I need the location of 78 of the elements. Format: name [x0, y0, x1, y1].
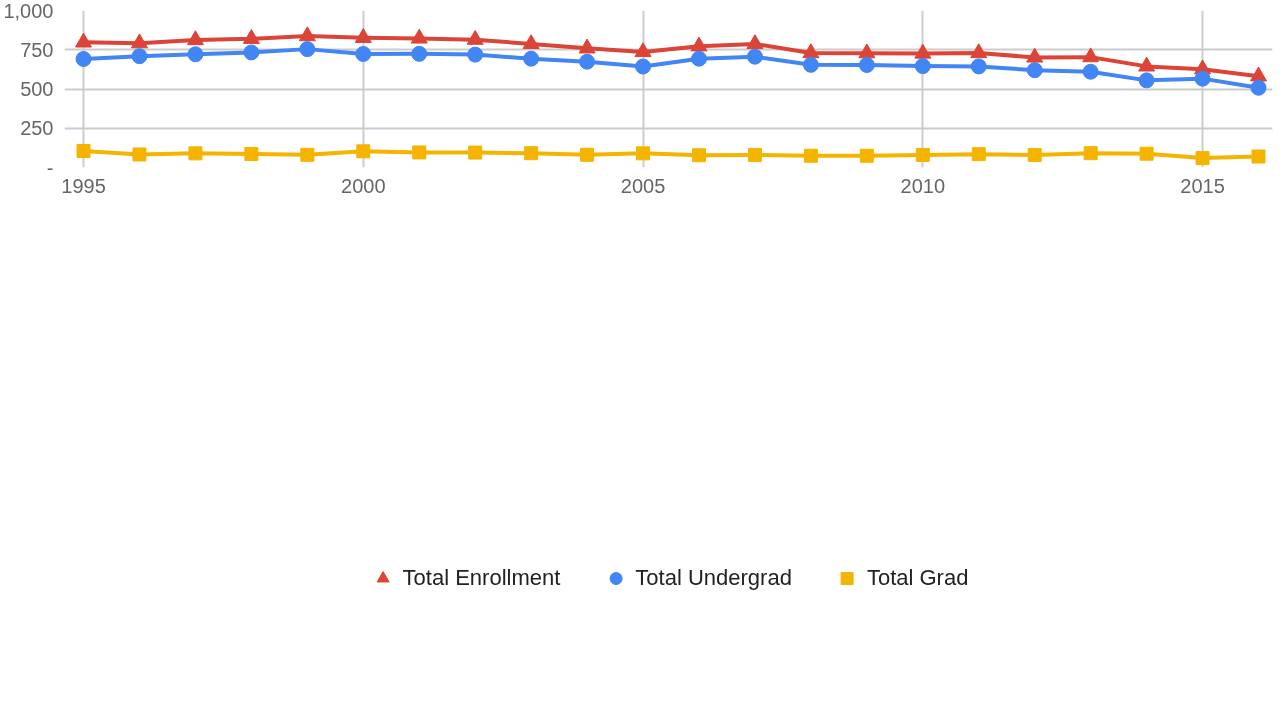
point	[524, 146, 539, 161]
y-tick-label: 250	[20, 117, 54, 140]
point	[1083, 146, 1098, 161]
point	[132, 147, 147, 162]
point	[1195, 151, 1210, 166]
point	[802, 56, 819, 73]
point	[1082, 63, 1099, 80]
point	[1026, 47, 1044, 63]
point	[691, 148, 706, 163]
point	[299, 41, 316, 58]
point	[971, 147, 986, 162]
point	[186, 30, 204, 46]
point	[468, 145, 483, 160]
point	[76, 144, 91, 159]
point	[1138, 72, 1155, 89]
point	[354, 28, 372, 43]
point	[803, 148, 818, 163]
y-tick-label: 500	[20, 78, 54, 100]
point	[411, 45, 428, 62]
point	[914, 43, 932, 59]
legend-label: Total Undergrad	[635, 564, 792, 591]
x-tick-label: 2010	[900, 174, 946, 197]
point	[523, 50, 540, 67]
point	[578, 38, 596, 54]
point	[970, 58, 987, 75]
point	[580, 147, 595, 162]
x-tick-label: 2005	[620, 174, 666, 197]
point	[300, 147, 315, 162]
x-tick-label: 2015	[1180, 174, 1225, 197]
point	[75, 32, 93, 48]
point	[970, 43, 988, 59]
point	[356, 144, 371, 159]
point	[1027, 147, 1042, 162]
y-tick-label: -	[46, 156, 54, 179]
point	[1250, 79, 1267, 96]
point	[1082, 47, 1100, 63]
point	[467, 46, 484, 63]
point	[187, 46, 204, 63]
point	[188, 146, 203, 161]
point	[412, 145, 427, 160]
y-tick-label: 750	[20, 38, 54, 61]
y-tick-label: 1,000	[3, 0, 54, 22]
point	[579, 53, 596, 70]
point	[858, 43, 876, 59]
point	[690, 50, 707, 67]
point	[1026, 62, 1043, 79]
point	[634, 42, 652, 58]
point	[466, 29, 484, 45]
point	[690, 36, 708, 52]
point	[746, 48, 763, 65]
point	[298, 26, 316, 42]
point	[522, 34, 540, 50]
point	[1251, 149, 1266, 164]
point	[243, 44, 260, 61]
point	[802, 43, 820, 59]
x-tick-label: 1995	[61, 174, 106, 197]
point	[636, 146, 651, 161]
legend-label: Total Enrollment	[402, 564, 561, 591]
point	[914, 58, 931, 75]
point	[635, 58, 652, 75]
legend-label: Total Grad	[866, 564, 969, 591]
point	[410, 28, 428, 44]
point	[859, 148, 874, 163]
point	[915, 147, 930, 162]
point	[1139, 146, 1154, 161]
point	[131, 48, 148, 65]
point	[747, 147, 762, 162]
point	[746, 34, 764, 50]
point	[242, 29, 260, 44]
point	[130, 33, 148, 49]
point	[1194, 70, 1211, 87]
point	[1250, 66, 1268, 82]
point	[244, 147, 259, 161]
point	[75, 51, 92, 67]
x-tick-label: 2000	[341, 174, 386, 197]
point	[858, 56, 875, 73]
point	[1138, 56, 1156, 72]
point	[355, 46, 372, 62]
